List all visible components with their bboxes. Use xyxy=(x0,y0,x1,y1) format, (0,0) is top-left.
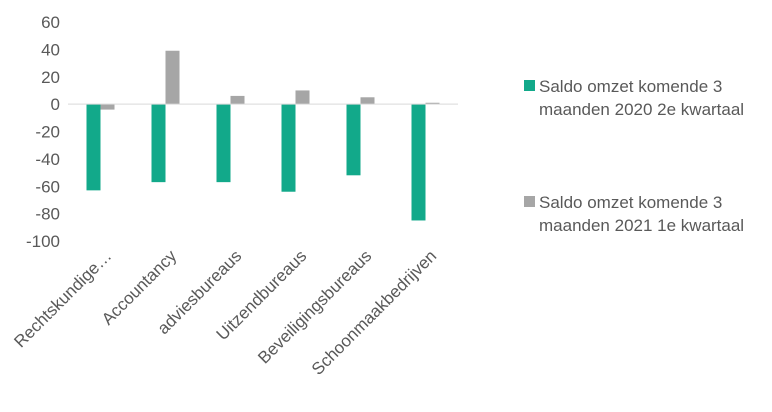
bar-1-2 xyxy=(151,104,166,183)
legend-swatch-2021 xyxy=(524,196,535,207)
y-tick-label: 20 xyxy=(41,68,60,87)
y-axis-ticks: 60 40 20 0 -20 -40 -60 -80 -100 xyxy=(26,13,60,251)
x-tick-label: Schoonmaakbedrijven xyxy=(308,246,440,378)
bar-1-5 xyxy=(346,104,361,176)
y-tick-label: -60 xyxy=(35,177,60,196)
bar-2-3 xyxy=(230,95,245,105)
legend-label-2021: Saldo omzet komende 3 maanden 2021 1e kw… xyxy=(539,193,745,235)
bar-2-1 xyxy=(100,104,115,110)
bar-1-1 xyxy=(86,104,101,191)
bar-1-4 xyxy=(281,104,296,192)
bar-2-5 xyxy=(360,97,375,105)
bar-2-6 xyxy=(425,102,440,105)
y-tick-label: -20 xyxy=(35,123,60,142)
bar-2-4 xyxy=(295,90,310,105)
bars xyxy=(86,50,440,221)
x-axis-ticks: Rechtskundige…AccountancyadviesbureausUi… xyxy=(10,246,440,379)
y-tick-label: 40 xyxy=(41,40,60,59)
y-tick-label: -80 xyxy=(35,205,60,224)
y-tick-label: -100 xyxy=(26,232,60,251)
bar-1-3 xyxy=(216,104,231,183)
legend-swatch-2020 xyxy=(524,80,535,91)
legend-item-2021: Saldo omzet komende 3 maanden 2021 1e kw… xyxy=(524,191,772,237)
x-tick-label: Rechtskundige… xyxy=(10,246,115,351)
x-tick-label: Beveiligingsbureaus xyxy=(254,246,375,367)
y-tick-label: 0 xyxy=(51,95,60,114)
y-tick-label: 60 xyxy=(41,13,60,32)
y-tick-label: -40 xyxy=(35,150,60,169)
legend-label-2020: Saldo omzet komende 3 maanden 2020 2e kw… xyxy=(539,77,745,119)
legend-item-2020: Saldo omzet komende 3 maanden 2020 2e kw… xyxy=(524,75,772,121)
bar-2-2 xyxy=(165,50,180,105)
bar-1-6 xyxy=(411,104,426,221)
